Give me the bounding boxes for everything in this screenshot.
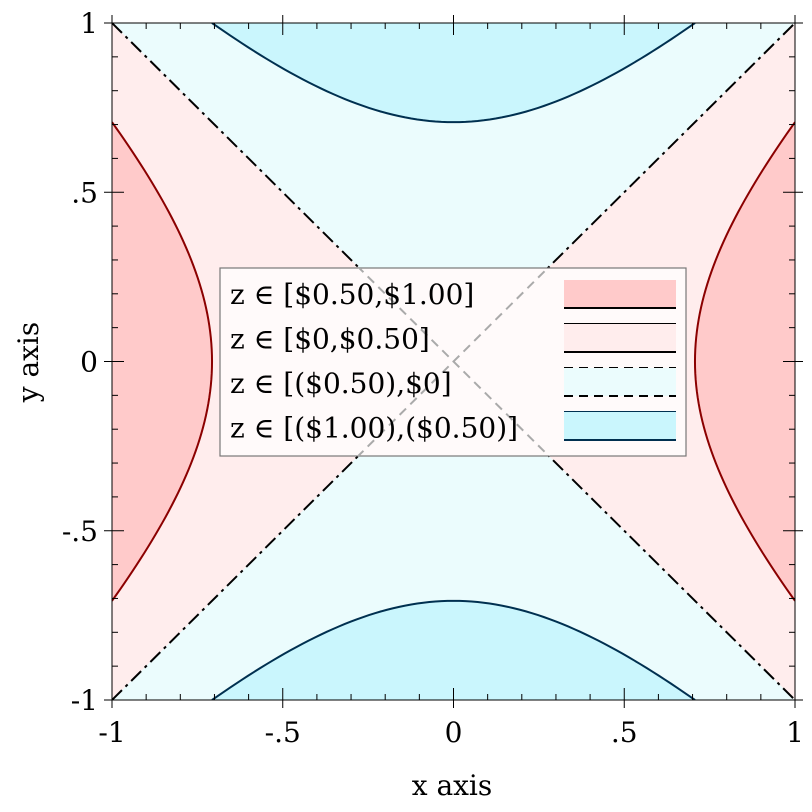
region-left-z-high <box>112 122 213 601</box>
x-tick-label: 1 <box>786 716 804 749</box>
legend-swatch <box>564 368 676 396</box>
contour-top-neg0.5 <box>211 23 696 124</box>
region-right-z-high <box>694 122 795 601</box>
legend-label: z ∈ [$0,$0.50] <box>230 323 430 356</box>
y-tick-label: 0 <box>80 346 98 379</box>
legend-swatch <box>564 412 676 440</box>
legend: z ∈ [$0.50,$1.00] z ∈ [$0,$0.50] z ∈ [($0.… <box>219 267 687 457</box>
region-bottom-z-low <box>212 600 695 700</box>
guide-diagonal-b <box>356 268 550 456</box>
x-axis-title: x axis <box>412 769 493 802</box>
y-tick-label: .5 <box>71 176 98 209</box>
y-tick-label: 1 <box>80 7 98 40</box>
contour-left-0.5 <box>112 121 214 602</box>
x-tick-label: 0 <box>445 716 463 749</box>
region-top-z-low <box>212 23 695 123</box>
x-tick-label: -1 <box>98 716 125 749</box>
legend-label: z ∈ [$0.50,$1.00] <box>230 278 474 311</box>
contour-right-0.5 <box>693 121 795 602</box>
y-tick-label: -1 <box>71 684 98 717</box>
contour-bottom-neg0.5 <box>211 599 696 700</box>
legend-label: z ∈ [($0.50),$0] <box>230 367 452 400</box>
legend-swatch <box>564 324 676 352</box>
y-axis-title: y axis <box>12 322 45 404</box>
legend-diagonal-guides <box>356 268 551 456</box>
legend-label: z ∈ [($1.00),($0.50)] <box>230 412 518 445</box>
axis-ticks <box>104 15 803 708</box>
legend-swatch <box>564 280 676 308</box>
x-tick-label: .5 <box>611 716 638 749</box>
y-tick-label: -.5 <box>62 515 98 548</box>
axis-tick-labels: -1 -.5 0 .5 1 -1 -.5 0 .5 1 <box>62 7 804 749</box>
x-tick-label: -.5 <box>265 716 301 749</box>
